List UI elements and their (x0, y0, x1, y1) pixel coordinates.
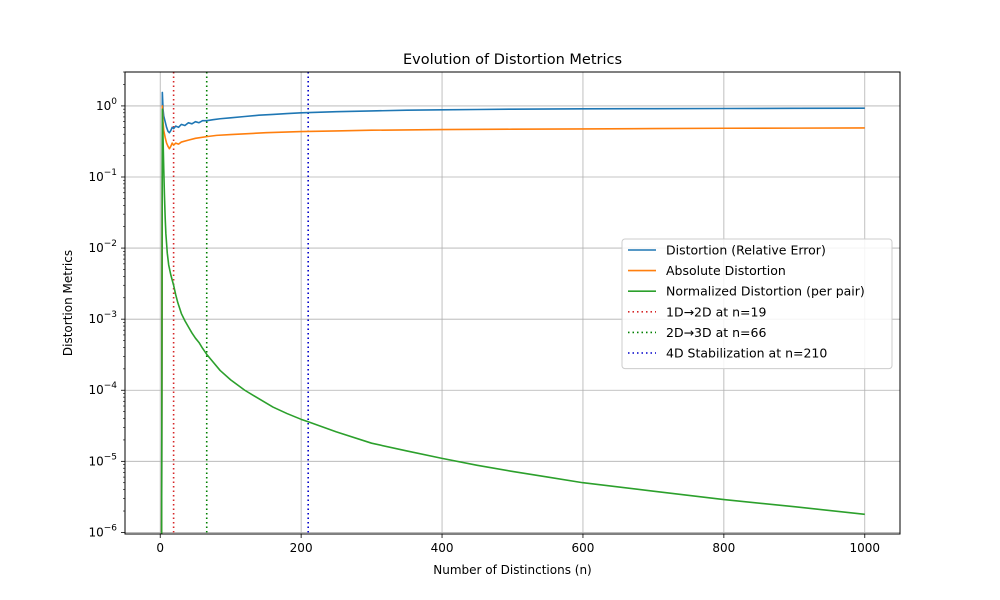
y-tick-base: 10 (88, 525, 103, 539)
y-tick-base: 10 (88, 170, 103, 184)
legend-label-2: Normalized Distortion (per pair) (666, 284, 865, 299)
y-tick-label: 10−3 (88, 310, 117, 326)
x-axis-ticks: 0 200 400 600 800 1000 (156, 534, 880, 555)
chart-title: Evolution of Distortion Metrics (403, 52, 622, 68)
y-tick-base: 10 (88, 454, 103, 468)
y-tick-exponent: −3 (104, 310, 117, 320)
legend-box (621, 238, 893, 370)
y-minor-ticks (123, 71, 125, 512)
legend-label-3: 1D→2D at n=19 (666, 304, 766, 319)
y-tick-base: 10 (88, 383, 103, 397)
series-line-0 (160, 91, 865, 535)
x-tick-label: 0 (156, 541, 164, 555)
y-tick-base: 10 (88, 312, 103, 326)
y-tick-exponent: −1 (104, 168, 117, 178)
y-tick-label: 10−4 (88, 381, 117, 397)
series-line-1 (160, 105, 865, 535)
x-tick-label: 1000 (849, 541, 880, 555)
y-tick-exponent: 0 (111, 97, 117, 107)
y-tick-exponent: −4 (104, 381, 118, 391)
y-tick-label: 10−1 (88, 168, 117, 184)
x-tick-label: 800 (712, 541, 735, 555)
y-tick-exponent: −5 (104, 452, 117, 462)
legend-label-4: 2D→3D at n=66 (666, 325, 766, 340)
series-lines (160, 91, 865, 535)
y-tick-exponent: −6 (104, 523, 118, 533)
y-tick-exponent: −2 (104, 239, 117, 249)
legend-label-0: Distortion (Relative Error) (666, 243, 826, 258)
y-tick-label: 10−2 (88, 239, 117, 255)
series-line-2 (160, 108, 865, 535)
plot-area-frame (124, 71, 901, 535)
x-axis-title: Number of Distinctions (n) (433, 563, 592, 577)
vertical-markers (172, 72, 309, 534)
y-tick-base: 10 (96, 99, 111, 113)
legend-label-1: Absolute Distortion (666, 263, 786, 278)
legend-label-5: 4D Stabilization at n=210 (666, 346, 827, 361)
chart-legend: Distortion (Relative Error) Absolute Dist… (621, 238, 893, 370)
y-tick-base: 10 (88, 241, 103, 255)
x-tick-label: 200 (290, 541, 313, 555)
y-tick-label: 10−5 (88, 452, 117, 468)
x-tick-label: 400 (431, 541, 454, 555)
x-tick-label: 600 (572, 541, 595, 555)
y-tick-label: 10−6 (88, 523, 117, 539)
y-axis-title: Distortion Metrics (61, 250, 75, 356)
y-tick-label: 100 (96, 97, 117, 113)
